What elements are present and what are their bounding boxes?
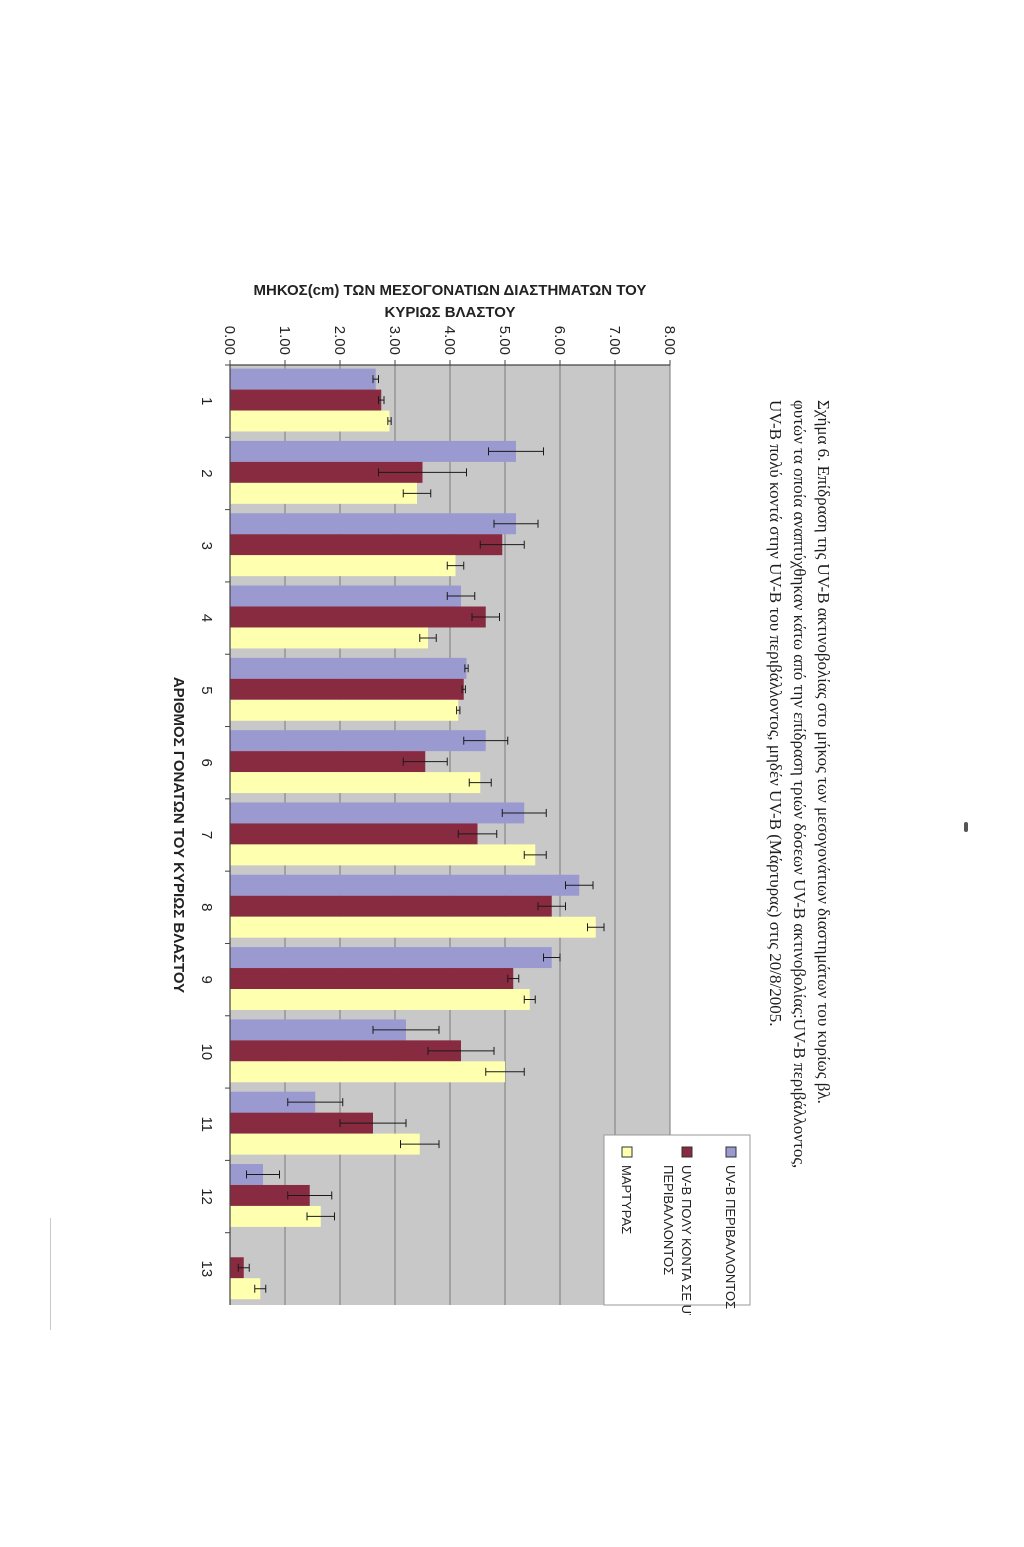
y-tick-label: 7.00 — [606, 326, 623, 355]
legend-swatch-control — [621, 1146, 633, 1158]
bar-series1-node2 — [230, 440, 516, 462]
bar-series1-node5 — [230, 657, 467, 679]
legend-label-uvb-near-environment-line2: ΠΕΡΙΒΑΛΛΟΝΤΟΣ — [661, 1165, 676, 1275]
bar-series3-node13 — [230, 1278, 261, 1300]
y-axis-title-line1: ΜΗΚΟΣ(cm) ΤΩΝ ΜΕΣΟΓΟΝΑΤΙΩΝ ΔΙΑΣΤΗΜΑΤΩΝ Τ… — [254, 282, 647, 299]
bar-series3-node11 — [230, 1133, 420, 1155]
y-tick-label: 0.00 — [221, 326, 238, 355]
x-tick-label: 11 — [198, 1116, 215, 1132]
legend-label-uvb-near-environment-line1: UV-B ΠΟΛΥ ΚΟΝΤΑ ΣΕ UV-B — [679, 1165, 694, 1315]
bar-series2-node9 — [230, 968, 514, 990]
bar-series1-node10 — [230, 1019, 406, 1041]
y-tick-label: 5.00 — [496, 326, 513, 355]
bar-series3-node3 — [230, 555, 456, 577]
legend-label-control: ΜΑΡΤΥΡΑΣ — [619, 1165, 634, 1234]
bar-series2-node6 — [230, 751, 426, 773]
x-tick-label: 13 — [198, 1261, 215, 1278]
bar-series3-node1 — [230, 410, 390, 432]
x-tick-label: 8 — [198, 903, 215, 911]
x-tick-label: 12 — [198, 1188, 215, 1205]
bar-series2-node5 — [230, 678, 464, 700]
y-tick-label: 3.00 — [386, 326, 403, 355]
y-axis-title-line2: ΚΥΡΙΩΣ ΒΛΑΣΤΟΥ — [384, 304, 515, 321]
figure-caption: Σχήμα 6. Επίδραση της UV-B ακτινοβολίας … — [755, 400, 835, 1500]
x-tick-label: 9 — [198, 975, 215, 983]
bar-series2-node8 — [230, 895, 552, 917]
bar-series3-node4 — [230, 627, 428, 649]
y-tick-label: 1.00 — [276, 326, 293, 355]
x-tick-label: 6 — [198, 759, 215, 767]
scan-edge-line — [50, 1218, 51, 1330]
x-tick-label: 7 — [198, 831, 215, 839]
bar-series2-node13 — [230, 1257, 244, 1279]
bar-series3-node10 — [230, 1061, 505, 1083]
y-tick-label: 6.00 — [551, 326, 568, 355]
bar-series2-node1 — [230, 389, 382, 411]
bar-series1-node8 — [230, 874, 580, 896]
bar-series3-node6 — [230, 772, 481, 794]
bar-series1-node7 — [230, 802, 525, 824]
bar-series2-node11 — [230, 1112, 373, 1134]
legend-swatch-uvb-environment — [725, 1146, 737, 1158]
scan-speck — [964, 822, 968, 832]
legend-frame — [603, 1134, 751, 1306]
chart-svg: 0.00 1.00 2.00 3.00 4.00 5.00 6.00 7.00 8.00 123… — [170, 282, 751, 1315]
bar-series2-node2 — [230, 461, 423, 483]
bar-series3-node7 — [230, 844, 536, 866]
bar-series2-node10 — [230, 1040, 461, 1062]
bar-series3-node12 — [230, 1205, 321, 1227]
x-tick-label: 3 — [198, 542, 215, 550]
caption-line-3: UV-B πολύ κοντά στην UV-B του περιβάλλον… — [766, 400, 785, 1027]
bar-series3-node2 — [230, 482, 417, 504]
y-tick-label: 4.00 — [441, 326, 458, 355]
bar-series1-node11 — [230, 1091, 316, 1113]
bar-series2-node3 — [230, 534, 503, 556]
legend-label-uvb-environment: UV-B ΠΕΡΙΒΑΛΛΟΝΤΟΣ — [723, 1165, 738, 1309]
bar-series1-node4 — [230, 585, 461, 607]
y-tick-label: 2.00 — [331, 326, 348, 355]
bar-series1-node9 — [230, 947, 552, 969]
y-tick-label: 8.00 — [661, 326, 678, 355]
caption-line-2: φυτών τα οποία αναπτύχθηκαν κάτω από την… — [790, 400, 809, 1169]
bar-series1-node3 — [230, 513, 516, 535]
bar-series1-node1 — [230, 368, 376, 390]
caption-line-1: Σχήμα 6. Επίδραση της UV-B ακτινοβολίας … — [814, 400, 833, 1104]
bar-series2-node4 — [230, 606, 486, 628]
x-tick-label: 4 — [198, 614, 215, 622]
bar-series3-node8 — [230, 916, 596, 938]
x-tick-label: 1 — [198, 397, 215, 405]
legend-swatch-uvb-near-environment — [681, 1146, 693, 1158]
legend: UV-B ΠΕΡΙΒΑΛΛΟΝΤΟΣ UV-B ΠΟΛΥ ΚΟΝΤΑ ΣΕ UV… — [603, 1134, 751, 1315]
bar-series2-node7 — [230, 823, 478, 845]
bar-series3-node5 — [230, 699, 459, 721]
x-axis-title: ΑΡΙΘΜΟΣ ΓΟΝΑΤΩΝ ΤΟΥ ΚΥΡΙΩΣ ΒΛΑΣΤΟΥ — [170, 677, 187, 993]
bar-series1-node6 — [230, 730, 486, 752]
bar-series2-node12 — [230, 1184, 310, 1206]
x-tick-label: 2 — [198, 469, 215, 477]
x-tick-label: 5 — [198, 686, 215, 694]
x-tick-label: 10 — [198, 1044, 215, 1061]
bar-series3-node9 — [230, 989, 530, 1010]
